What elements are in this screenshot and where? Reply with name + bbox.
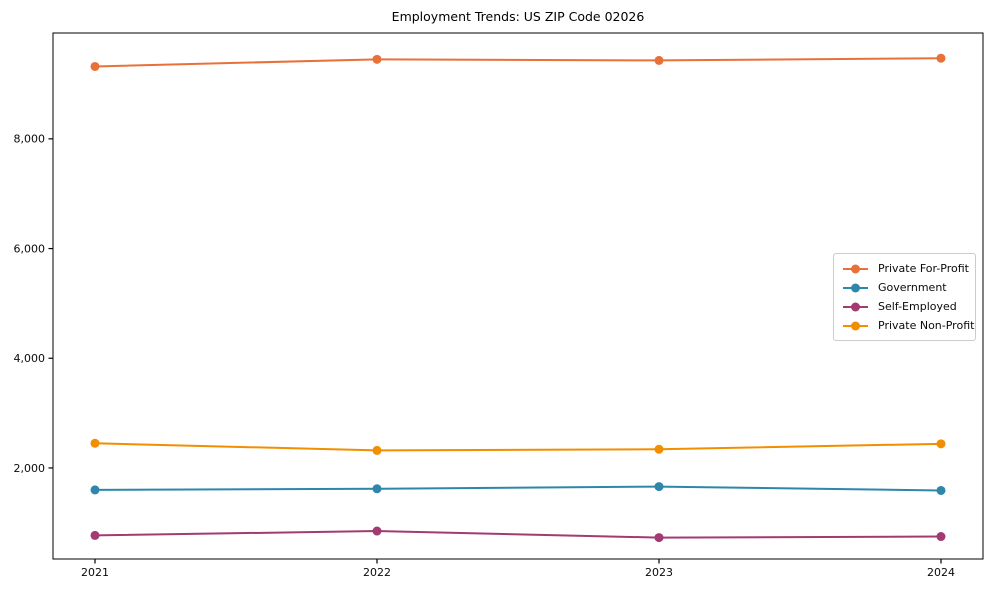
x-tick-label: 2024 [927,566,955,579]
data-point-private-non-profit [90,438,100,448]
legend-item-self-employed: Self-Employed [842,297,967,316]
data-point-government [372,484,382,494]
legend-label: Self-Employed [878,300,957,313]
legend-marker-government [843,283,868,292]
legend-label: Private For-Profit [878,262,969,275]
plot-line-government [94,485,942,492]
axes: 2,000 4,000 6,000 8,000 2021 2022 2023 2024 [14,32,984,579]
x-tick-label: 2022 [363,566,391,579]
x-tick-label: 2021 [81,566,109,579]
y-tick-label: 4,000 [14,352,46,365]
data-point-government [936,485,946,495]
legend-marker-private-non-profit [843,321,868,330]
legend-marker-private-for-profit [843,264,868,273]
legend-label: Private Non-Profit [878,319,975,332]
legend-item-private-for-profit: Private For-Profit [842,259,969,278]
legend-label: Government [878,281,947,294]
data-point-self-employed [90,530,100,540]
chart-title: Employment Trends: US ZIP Code 02026 [392,9,645,24]
data-point-private-non-profit [936,439,946,449]
y-tick-label: 2,000 [14,462,46,475]
data-point-government [90,485,100,495]
legend-item-private-non-profit: Private Non-Profit [842,316,974,335]
plot-border [52,32,984,560]
x-tick-label: 2023 [645,566,673,579]
data-point-government [654,482,664,492]
plot-line-self-employed [94,530,942,539]
data-point-private-for-profit [936,53,946,63]
legend-marker-self-employed [843,302,868,311]
data-point-private-non-profit [372,445,382,455]
y-tick-label: 6,000 [14,242,46,255]
data-point-self-employed [372,526,382,536]
y-tick-label: 8,000 [14,133,46,146]
plot-line-private-for-profit [94,57,942,68]
data-point-private-for-profit [654,55,664,65]
series-layer [90,53,946,543]
data-point-private-for-profit [372,54,382,64]
data-point-private-for-profit [90,61,100,71]
legend-item-government: Government [842,278,967,297]
plot-line-private-non-profit [94,442,942,452]
data-point-private-non-profit [654,444,664,454]
legend: Private For-Profit Government Self-Employe… [833,253,976,341]
data-point-self-employed [654,533,664,543]
data-point-self-employed [936,532,946,542]
